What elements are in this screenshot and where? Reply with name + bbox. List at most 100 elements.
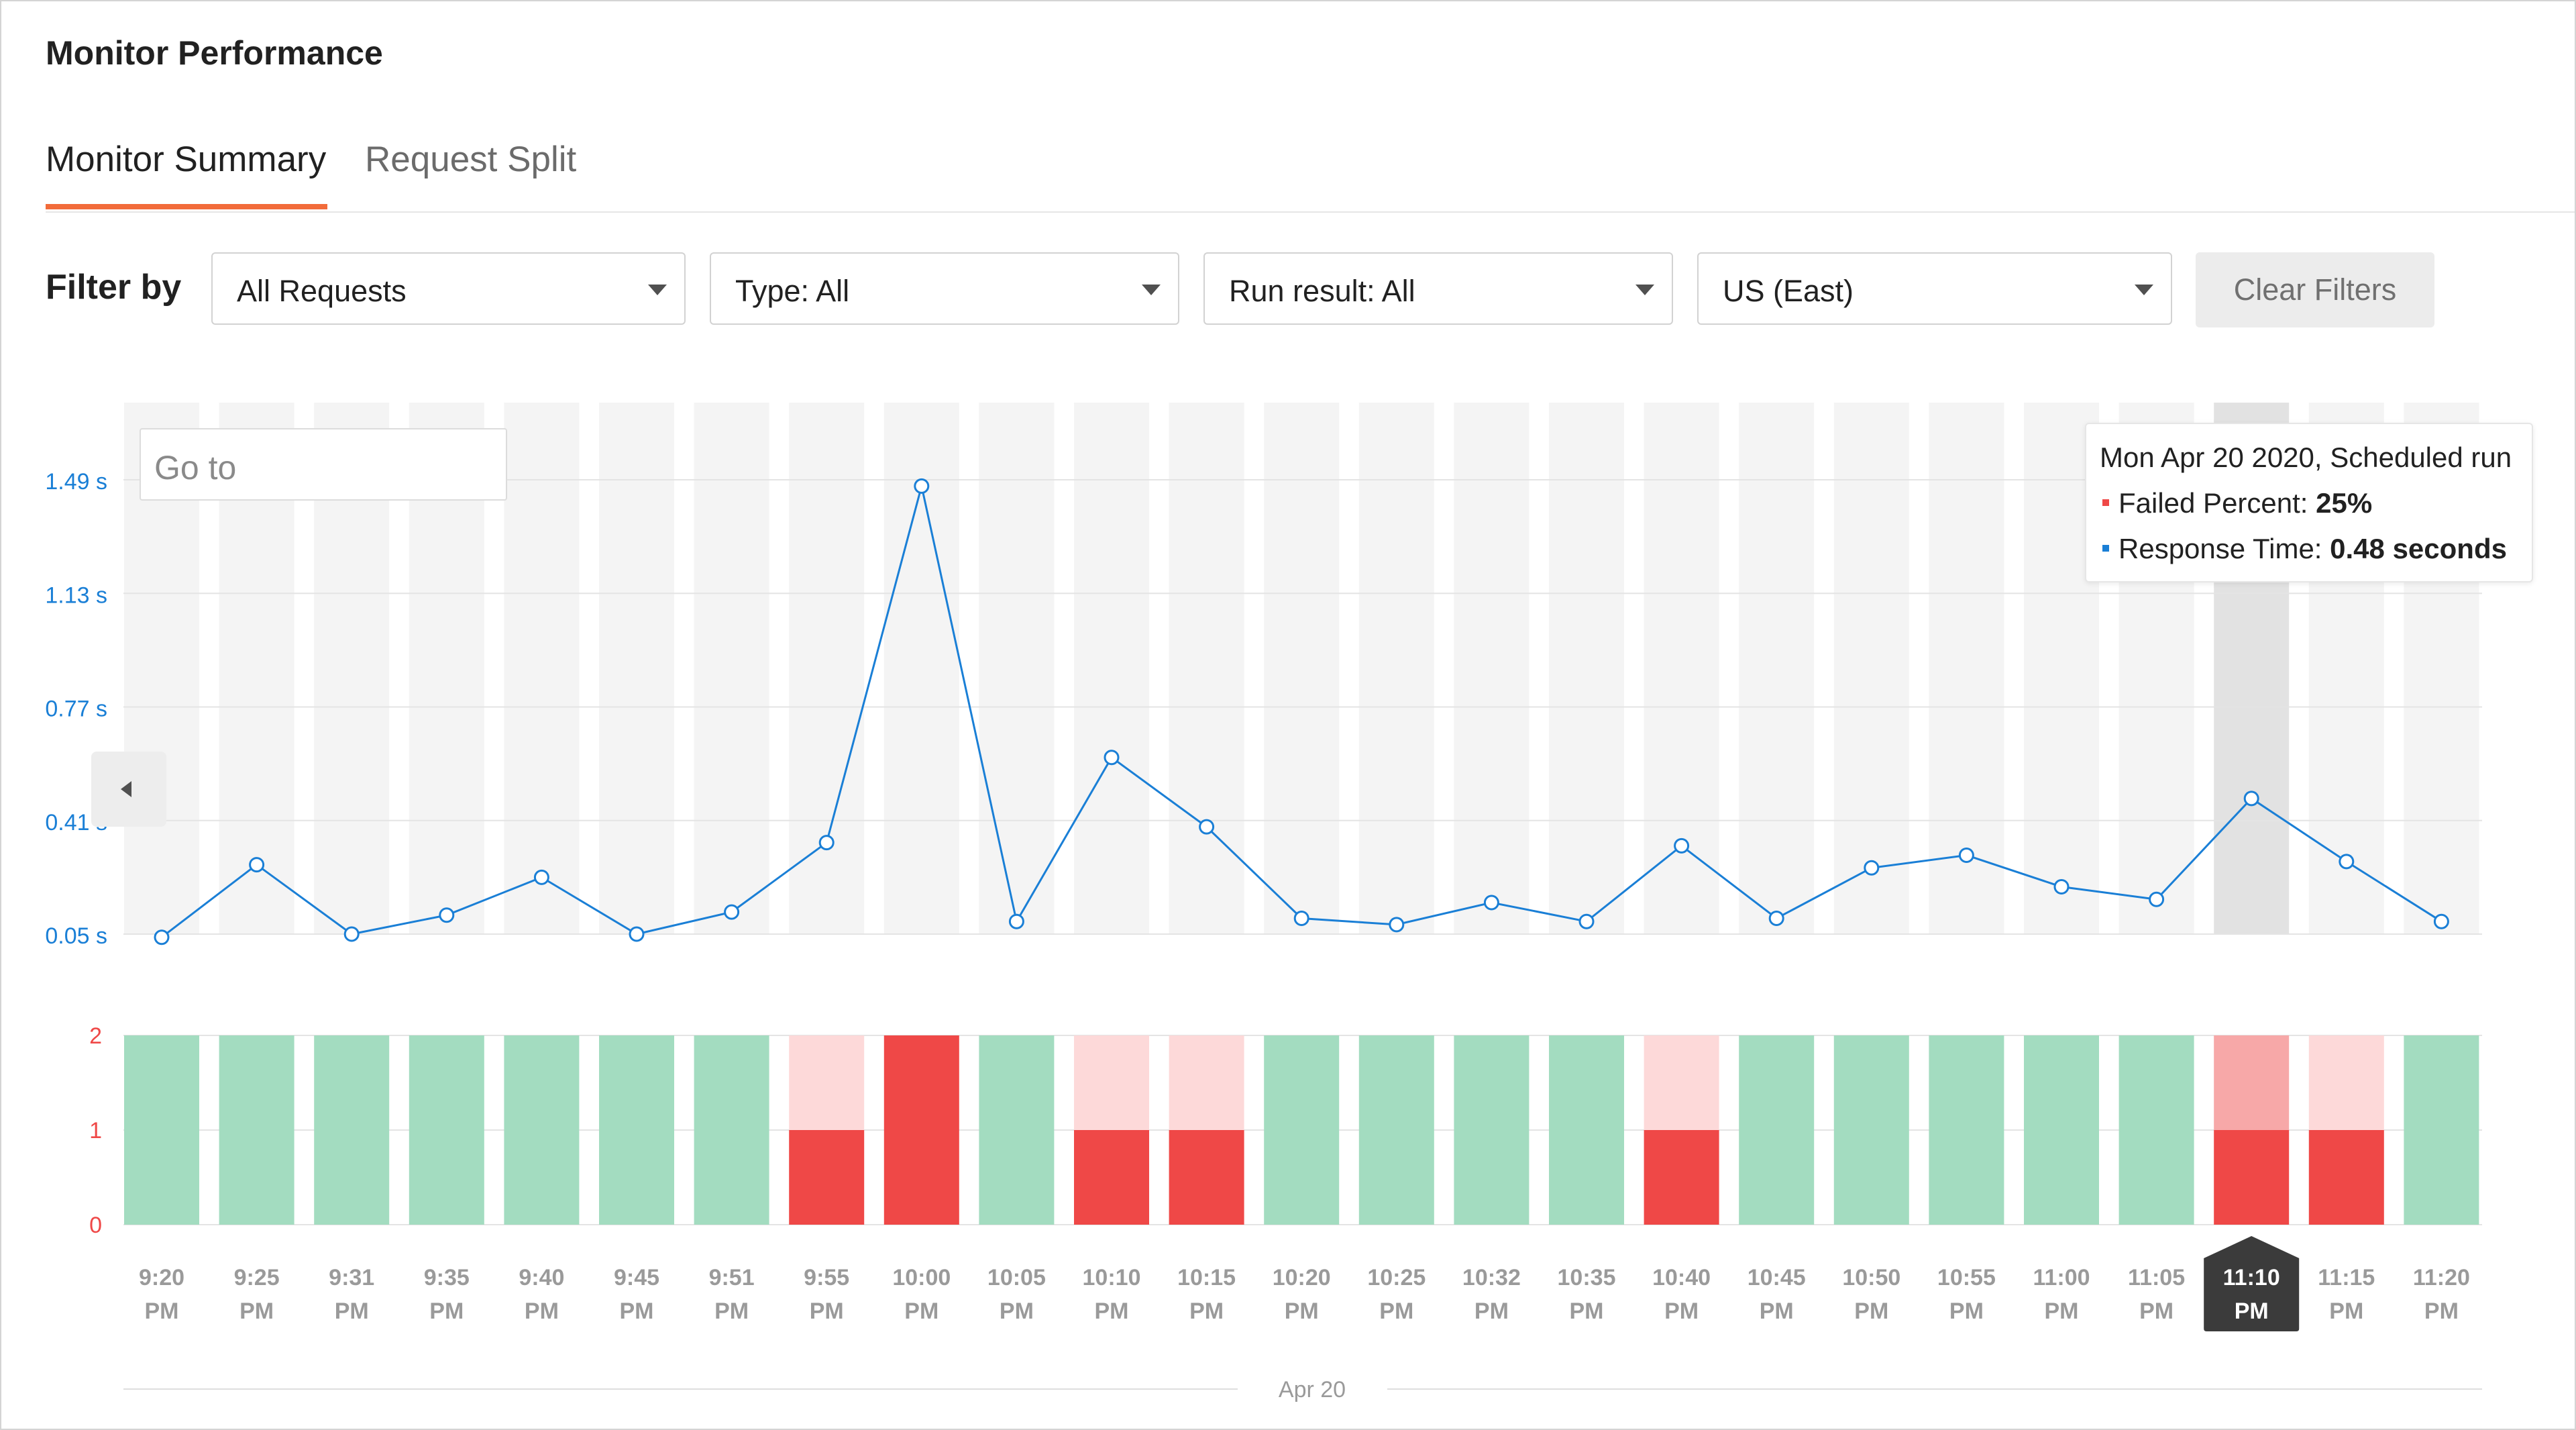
response-time-point [1578, 913, 1595, 929]
column-background [1833, 403, 1909, 934]
passed-bar [1929, 1035, 2004, 1225]
x-tick-period-label: PM [2045, 1298, 2079, 1324]
tab-monitor-summary[interactable]: Monitor Summary [46, 140, 327, 179]
clear-filters-button[interactable]: Clear Filters [2196, 252, 2434, 327]
column-background [599, 403, 674, 934]
response-time-point [343, 926, 360, 942]
x-tick-period-label: PM [239, 1298, 274, 1324]
x-tick-period-label: PM [1760, 1298, 1794, 1324]
failed-bar [2308, 1130, 2384, 1225]
tooltip-failed-label: Failed Percent: [2118, 487, 2308, 519]
x-tick-period-label: PM [904, 1298, 938, 1324]
failed-legend-swatch [2102, 499, 2109, 506]
page-title: Monitor Performance [46, 34, 383, 72]
response-time-point [1674, 837, 1690, 854]
response-time-point [1104, 750, 1120, 766]
response-time-point [1008, 913, 1024, 929]
x-tick-time-label: 9:20 [139, 1265, 184, 1290]
x-tick-period-label: PM [1379, 1298, 1413, 1324]
column-background [694, 403, 769, 934]
x-tick-time-label: 10:15 [1177, 1265, 1236, 1290]
x-tick-time-label: 10:10 [1083, 1265, 1141, 1290]
column-background [1739, 403, 1815, 934]
passed-bar [599, 1035, 674, 1225]
column-background [979, 403, 1055, 934]
tab-request-split[interactable]: Request Split [365, 140, 577, 179]
response-time-point [629, 926, 645, 942]
failed-bar [1074, 1130, 1149, 1225]
x-tick-time-label: 9:55 [804, 1265, 849, 1290]
passed-bar [409, 1035, 484, 1225]
chevron-left-icon [121, 781, 131, 797]
tooltip-response-row: Response Time: 0.48 seconds [2100, 533, 2518, 578]
x-tick-period-label: PM [714, 1298, 749, 1324]
bar-y-tick-label: 1 [89, 1118, 102, 1143]
passed-bar [1264, 1035, 1340, 1225]
tooltip-failed-row: Failed Percent: 25% [2100, 487, 2518, 533]
y-tick-label: 1.13 s [45, 582, 107, 608]
x-tick-period-label: PM [429, 1298, 464, 1324]
chevron-down-icon [648, 285, 667, 295]
selected-time-marker [2204, 1236, 2300, 1331]
tooltip-response-label: Response Time: [2118, 533, 2322, 564]
tooltip-title: Mon Apr 20 2020, Scheduled run [2100, 442, 2512, 473]
column-background [1454, 403, 1529, 934]
response-time-point [1864, 860, 1880, 876]
chart-tooltip: Mon Apr 20 2020, Scheduled run Failed Pe… [2085, 423, 2533, 582]
response-time-point [914, 478, 930, 494]
column-background [504, 403, 580, 934]
x-tick-period-label: PM [810, 1298, 844, 1324]
region-select[interactable]: US (East) [1697, 252, 2172, 325]
response-time-point [154, 929, 170, 946]
column-background [1264, 403, 1340, 934]
response-time-point [533, 869, 549, 885]
requests-select-value: All Requests [237, 274, 407, 308]
chevron-down-icon [2135, 285, 2153, 295]
passed-bar [1454, 1035, 1529, 1225]
passed-bar [124, 1035, 199, 1225]
column-background [789, 403, 865, 934]
other-bar [789, 1035, 865, 1130]
run-result-select[interactable]: Run result: All [1203, 252, 1673, 325]
tooltip-response-value: 0.48 seconds [2330, 533, 2507, 564]
passed-bar [2404, 1035, 2479, 1225]
requests-select[interactable]: All Requests [211, 252, 686, 325]
passed-bar [314, 1035, 390, 1225]
response-time-point [2053, 878, 2070, 895]
x-tick-period-label: PM [1474, 1298, 1509, 1324]
type-select-value: Type: All [735, 274, 850, 308]
other-bar [1644, 1035, 1719, 1130]
x-tick-period-label: PM [1000, 1298, 1034, 1324]
passed-bar [1739, 1035, 1815, 1225]
response-time-point [1768, 910, 1784, 926]
column-background [1929, 403, 2004, 934]
response-time-point [818, 835, 835, 851]
x-tick-time-label: 9:45 [614, 1265, 659, 1290]
column-background [1644, 403, 1719, 934]
x-tick-time-label: 9:40 [519, 1265, 564, 1290]
response-time-point [1199, 819, 1215, 835]
column-background [1358, 403, 1434, 934]
response-time-point [1958, 847, 1974, 863]
response-time-point [1389, 917, 1405, 933]
x-tick-time-label: 10:25 [1367, 1265, 1426, 1290]
x-tick-time-label: 11:00 [2033, 1265, 2090, 1290]
column-background [1169, 403, 1244, 934]
scroll-left-button[interactable] [91, 752, 166, 827]
x-tick-time-label: 10:20 [1273, 1265, 1331, 1290]
y-tick-label: 1.49 s [45, 469, 107, 495]
x-tick-time-label: 10:32 [1462, 1265, 1521, 1290]
x-tick-time-label: 10:45 [1748, 1265, 1806, 1290]
x-tick-time-label: 10:05 [987, 1265, 1046, 1290]
y-tick-label: 0.77 s [45, 697, 107, 722]
goto-input[interactable]: Go to [140, 428, 507, 501]
x-tick-period-label: PM [145, 1298, 179, 1324]
x-tick-period-label: PM [1095, 1298, 1129, 1324]
failed-bar [1169, 1130, 1244, 1225]
passed-bar [1833, 1035, 1909, 1225]
region-select-value: US (East) [1723, 274, 1854, 308]
type-select[interactable]: Type: All [710, 252, 1179, 325]
date-label: Apr 20 [1279, 1377, 1346, 1402]
passed-bar [504, 1035, 580, 1225]
